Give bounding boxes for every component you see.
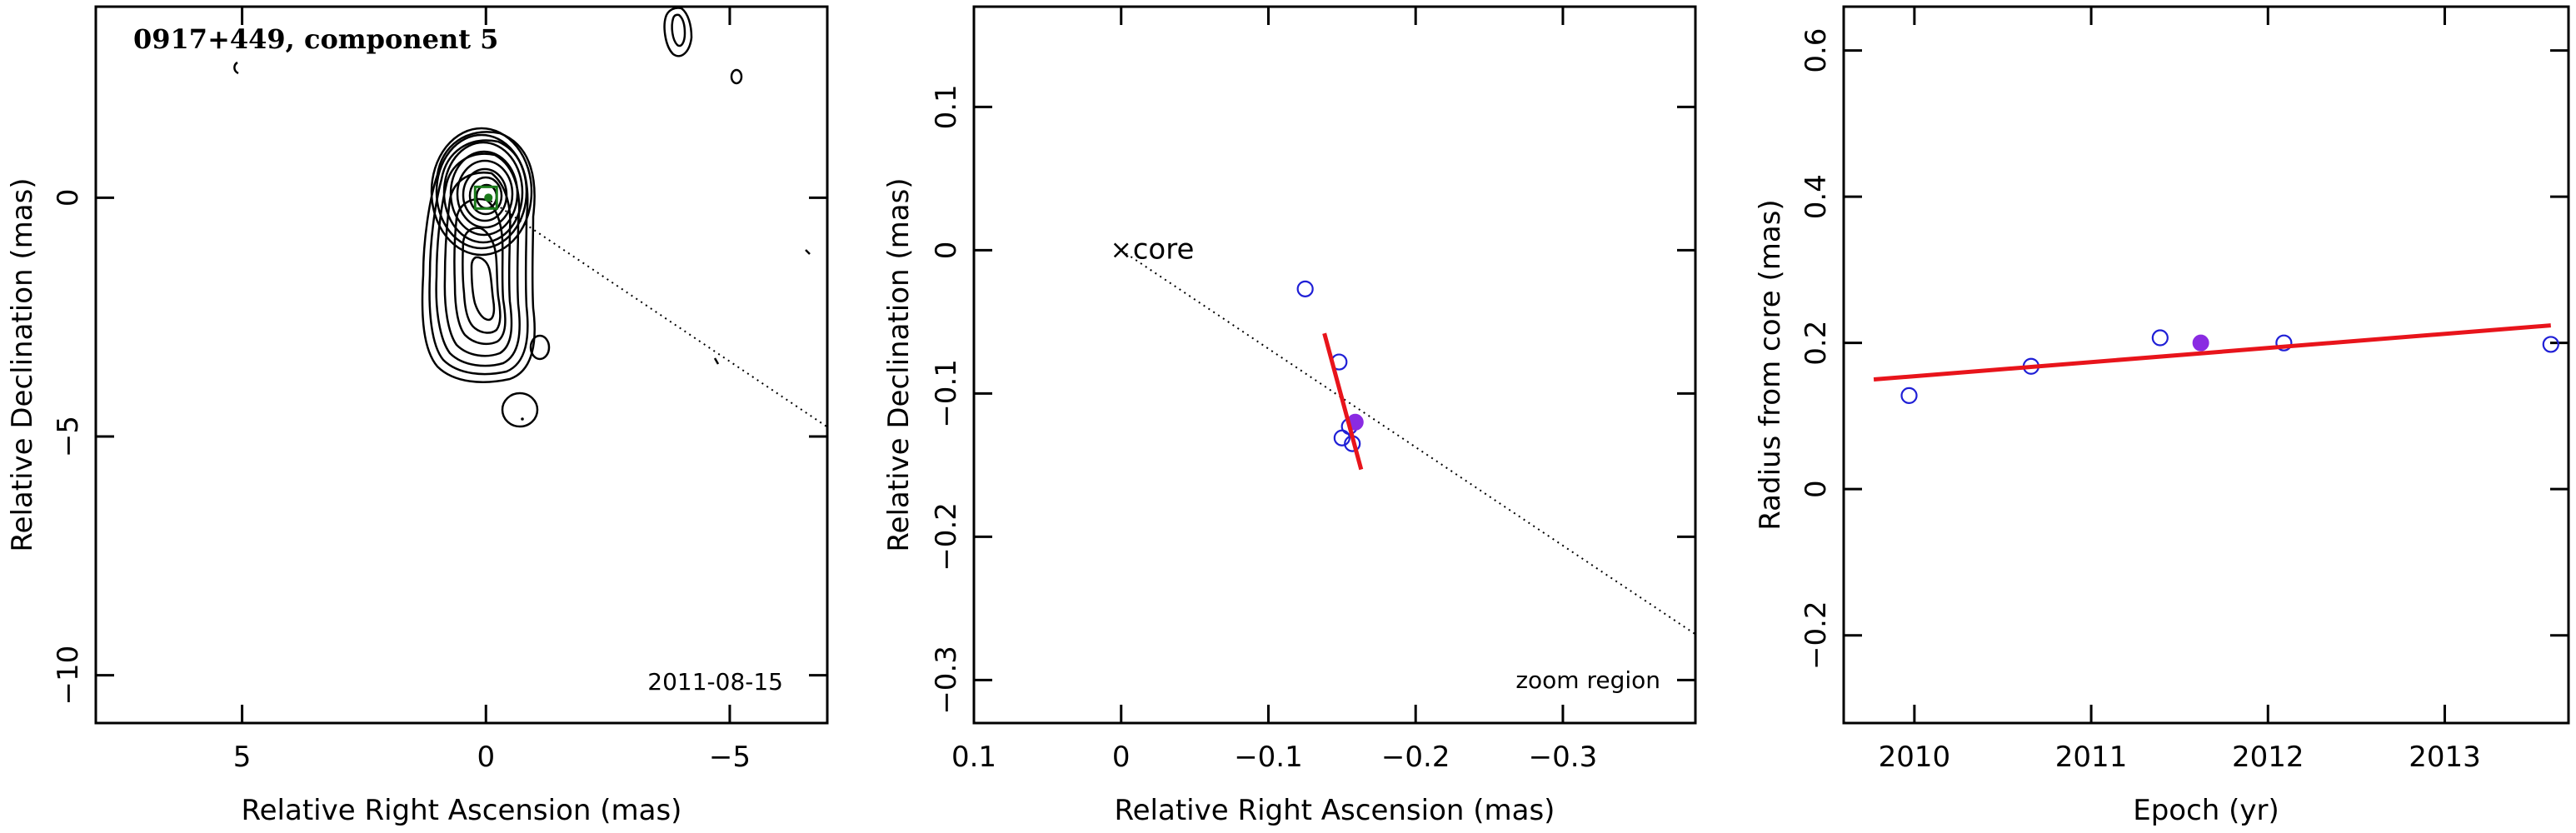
map-tick-labels: 5 0 −5 0 −5 −10 — [52, 189, 751, 774]
contour — [421, 131, 536, 383]
contour — [443, 172, 513, 357]
panel-zoom: 0.1 0 −0.1 −0.2 −0.3 0.1 0 −0.1 −0.2 −0.3 core zo… — [882, 5, 1697, 827]
contour — [805, 249, 811, 255]
zoom-points — [1296, 280, 1364, 452]
contour — [730, 68, 743, 85]
zoom-x-axis-label: Relative Right Ascension (mas) — [1115, 794, 1555, 827]
panel-radius: 2010 2011 2012 2013 −0.2 0 0.2 0.4 0.6 Epoch (yr… — [1754, 5, 2570, 827]
component-peak-marker — [484, 193, 493, 202]
position-angle-line — [1121, 249, 1696, 636]
core-cross — [1113, 242, 1129, 258]
zoom-note: zoom region — [1515, 666, 1660, 694]
radius-tick-labels: 2010 2011 2012 2013 −0.2 0 0.2 0.4 0.6 — [1800, 28, 2481, 774]
map-ticks — [96, 7, 827, 723]
zoom-plot-frame — [972, 5, 1697, 725]
x-tick-label: −0.3 — [1529, 741, 1598, 774]
position-angle-line — [485, 197, 828, 428]
radius-fit-line — [1873, 323, 2551, 382]
radius-x-axis-label: Epoch (yr) — [2133, 794, 2279, 827]
contour — [435, 152, 521, 367]
data-point-open — [2542, 336, 2559, 353]
contour-dot — [521, 417, 524, 421]
y-tick-label: 0 — [52, 189, 85, 207]
map-y-axis-label: Relative Declination (mas) — [6, 177, 39, 551]
contour — [713, 357, 720, 365]
contour — [462, 227, 502, 334]
y-tick-label: 0 — [930, 242, 963, 260]
y-tick-label: −0.2 — [930, 502, 963, 571]
zoom-y-axis-label: Relative Declination (mas) — [882, 177, 916, 551]
x-tick-label: 0.1 — [951, 741, 996, 774]
zoom-tick-labels: 0.1 0 −0.1 −0.2 −0.3 0.1 0 −0.1 −0.2 −0.3 — [930, 84, 1597, 774]
map-title: 0917+449, component 5 — [133, 23, 498, 55]
radius-plot-frame — [1842, 5, 2570, 725]
x-tick-label: 5 — [233, 741, 252, 774]
contour — [428, 139, 529, 376]
x-tick-label: 2013 — [2409, 741, 2481, 774]
panel-map: 5 0 −5 0 −5 −10 — [6, 5, 829, 827]
data-point-open — [2275, 334, 2293, 352]
x-tick-label: 0 — [1112, 741, 1131, 774]
y-tick-label: −0.1 — [930, 359, 963, 428]
x-tick-label: 2010 — [1879, 741, 1951, 774]
core-label: core — [1133, 232, 1195, 266]
y-tick-label: 0.2 — [1800, 321, 1833, 366]
data-point-open — [1900, 387, 1918, 404]
zoom-ticks — [972, 7, 1695, 723]
contour — [529, 334, 551, 361]
contour — [233, 61, 239, 75]
contour-map — [233, 7, 811, 428]
map-x-axis-label: Relative Right Ascension (mas) — [242, 794, 682, 827]
contour — [468, 176, 503, 216]
core-marker — [1113, 242, 1129, 258]
contour — [456, 159, 514, 229]
contour — [470, 256, 496, 322]
y-tick-label: 0.4 — [1800, 174, 1833, 219]
data-point-open — [1296, 280, 1314, 297]
x-tick-label: −5 — [709, 741, 751, 774]
y-tick-label: 0.1 — [930, 84, 963, 129]
y-tick-label: 0 — [1800, 480, 1833, 498]
x-tick-label: −0.2 — [1381, 741, 1450, 774]
radius-ticks — [1844, 7, 2569, 723]
radius-y-axis-label: Radius from core (mas) — [1754, 199, 1787, 530]
y-tick-label: −0.3 — [930, 646, 963, 715]
contour — [663, 7, 693, 57]
map-date-label: 2011-08-15 — [647, 668, 783, 696]
radius-points — [1900, 329, 2559, 404]
contour — [501, 392, 539, 428]
y-tick-label: −0.2 — [1800, 601, 1833, 670]
contour — [453, 197, 507, 346]
zoom-fit-line — [1322, 332, 1364, 471]
y-tick-label: 0.6 — [1800, 28, 1833, 73]
x-tick-label: 2012 — [2232, 741, 2304, 774]
contour — [430, 127, 533, 257]
contour — [671, 13, 686, 47]
x-tick-label: −0.1 — [1234, 741, 1303, 774]
map-plot-frame — [94, 5, 829, 725]
y-tick-label: −5 — [52, 416, 85, 457]
x-tick-label: 2011 — [2055, 741, 2128, 774]
data-point-open — [2151, 329, 2169, 347]
x-tick-label: 0 — [477, 741, 495, 774]
y-tick-label: −10 — [52, 646, 85, 706]
data-point-filled — [2192, 334, 2209, 352]
component-marker-box — [473, 185, 498, 210]
